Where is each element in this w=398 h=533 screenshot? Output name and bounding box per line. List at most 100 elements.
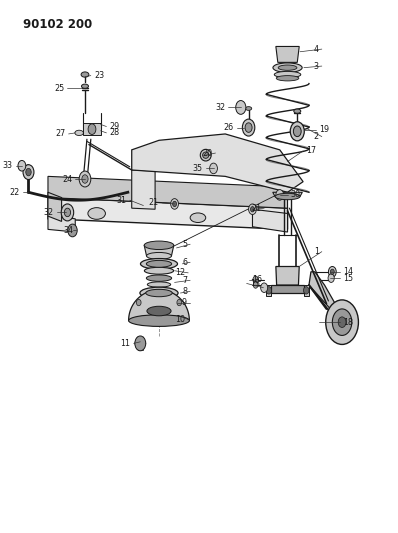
Ellipse shape: [294, 109, 301, 114]
Text: 23: 23: [94, 71, 104, 80]
Text: 31: 31: [117, 196, 127, 205]
Ellipse shape: [147, 306, 171, 316]
Polygon shape: [83, 123, 101, 135]
Text: 11: 11: [121, 339, 131, 348]
Circle shape: [253, 282, 258, 288]
Circle shape: [171, 199, 178, 209]
Ellipse shape: [276, 76, 299, 81]
Text: 5: 5: [182, 240, 187, 249]
Polygon shape: [304, 285, 309, 296]
Ellipse shape: [144, 267, 174, 274]
Circle shape: [326, 300, 359, 344]
Polygon shape: [132, 170, 155, 209]
Circle shape: [18, 160, 26, 171]
Circle shape: [210, 163, 217, 174]
Ellipse shape: [146, 253, 172, 260]
Circle shape: [290, 122, 304, 141]
Circle shape: [293, 126, 301, 136]
Text: 3: 3: [314, 62, 319, 70]
Circle shape: [253, 276, 258, 284]
Ellipse shape: [82, 84, 88, 88]
Text: 6: 6: [182, 258, 187, 266]
Polygon shape: [273, 192, 302, 197]
Ellipse shape: [275, 193, 300, 200]
Polygon shape: [48, 198, 287, 229]
Ellipse shape: [88, 208, 105, 219]
Text: 26: 26: [224, 123, 234, 132]
Text: 21: 21: [251, 204, 261, 213]
Ellipse shape: [278, 65, 297, 70]
Circle shape: [177, 300, 181, 306]
Circle shape: [242, 119, 255, 136]
Polygon shape: [48, 192, 62, 221]
Text: 1: 1: [314, 247, 319, 256]
Text: 32: 32: [44, 208, 54, 217]
Ellipse shape: [200, 149, 211, 161]
Text: 19: 19: [319, 125, 329, 134]
Text: 20: 20: [202, 149, 213, 158]
Ellipse shape: [144, 241, 174, 249]
Ellipse shape: [140, 287, 178, 299]
Circle shape: [338, 317, 346, 327]
Circle shape: [328, 274, 334, 282]
Text: 2: 2: [314, 132, 319, 141]
Ellipse shape: [146, 275, 172, 281]
Polygon shape: [266, 285, 271, 296]
Text: 35: 35: [193, 164, 203, 173]
Polygon shape: [48, 176, 287, 208]
Text: 29: 29: [109, 122, 120, 131]
Circle shape: [330, 269, 334, 274]
Polygon shape: [252, 209, 287, 232]
Polygon shape: [271, 285, 304, 293]
Text: 25: 25: [54, 84, 64, 93]
Circle shape: [236, 101, 246, 114]
Ellipse shape: [190, 213, 206, 222]
Polygon shape: [129, 290, 189, 320]
Circle shape: [137, 300, 141, 306]
Circle shape: [68, 224, 77, 237]
Text: 14: 14: [343, 268, 353, 276]
Ellipse shape: [140, 259, 178, 269]
Ellipse shape: [146, 289, 172, 297]
Text: 22: 22: [9, 188, 20, 197]
Circle shape: [328, 266, 336, 277]
Polygon shape: [144, 245, 174, 256]
Text: 4: 4: [314, 45, 319, 54]
Ellipse shape: [203, 152, 209, 158]
Circle shape: [61, 204, 74, 221]
Circle shape: [79, 171, 91, 187]
Ellipse shape: [75, 130, 84, 135]
Polygon shape: [276, 46, 299, 62]
Text: 9: 9: [182, 298, 187, 307]
Ellipse shape: [81, 72, 89, 77]
Ellipse shape: [142, 298, 176, 307]
Circle shape: [88, 124, 96, 134]
Text: 18: 18: [343, 318, 353, 327]
Text: 90102 200: 90102 200: [23, 18, 92, 31]
Text: 33: 33: [2, 161, 12, 170]
Text: 30: 30: [291, 190, 300, 199]
Circle shape: [249, 204, 256, 215]
Ellipse shape: [147, 282, 171, 287]
Text: 27: 27: [55, 130, 66, 139]
Circle shape: [266, 287, 271, 294]
Text: 10: 10: [175, 315, 185, 324]
Ellipse shape: [273, 63, 302, 72]
Circle shape: [261, 283, 268, 293]
Text: 15: 15: [343, 273, 353, 282]
Text: 21: 21: [149, 198, 159, 207]
Circle shape: [332, 309, 352, 335]
Circle shape: [64, 208, 70, 216]
Circle shape: [245, 123, 252, 132]
Text: 8: 8: [182, 287, 187, 296]
Text: 34: 34: [63, 226, 73, 235]
Circle shape: [23, 165, 34, 180]
Circle shape: [304, 287, 309, 294]
Ellipse shape: [246, 107, 252, 110]
Polygon shape: [309, 272, 338, 309]
Ellipse shape: [274, 71, 301, 78]
Circle shape: [82, 175, 88, 183]
Text: 32: 32: [215, 103, 225, 112]
Circle shape: [250, 207, 254, 212]
Circle shape: [276, 190, 284, 200]
